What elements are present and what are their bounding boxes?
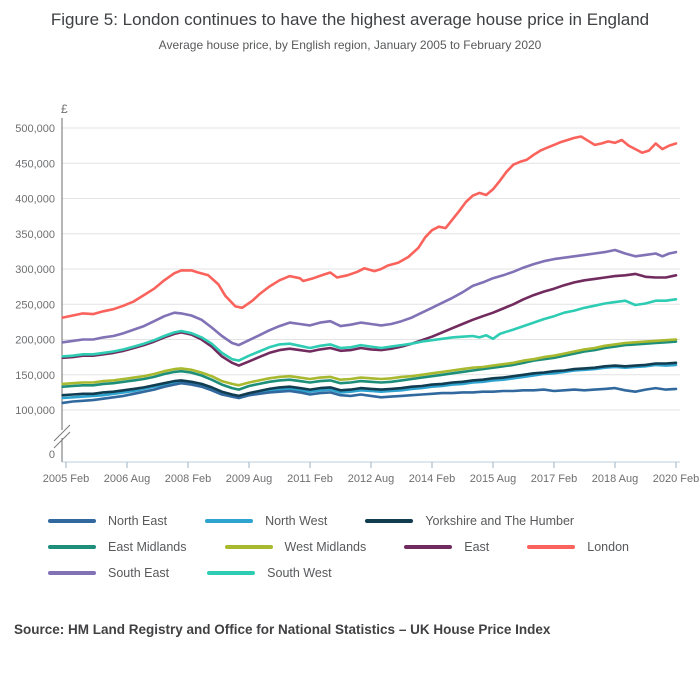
legend-item-yorkshire-and-the-humber: Yorkshire and The Humber bbox=[365, 514, 574, 528]
x-axis-tick-label: 2006 Aug bbox=[104, 473, 151, 485]
chart-legend: North East North West Yorkshire and The Hu… bbox=[48, 514, 700, 580]
legend-label: North East bbox=[108, 513, 168, 528]
legend-item-south-east: South East bbox=[48, 566, 169, 580]
x-axis-tick-label: 2015 Aug bbox=[470, 473, 517, 485]
series-line-south-east bbox=[61, 248, 678, 347]
y-axis-unit-label: £ bbox=[61, 102, 68, 116]
legend-swatch bbox=[205, 518, 254, 523]
figure-title: Figure 5: London continues to have the h… bbox=[50, 10, 650, 29]
legend-item-east-midlands: East Midlands bbox=[48, 540, 187, 554]
series-line-west-midlands bbox=[61, 337, 678, 387]
legend-swatch bbox=[207, 570, 256, 575]
legend-label: Yorkshire and The Humber bbox=[425, 513, 575, 528]
source-note: Source: HM Land Registry and Office for … bbox=[14, 621, 551, 637]
series-line-london bbox=[61, 134, 678, 319]
x-axis-tick-label: 2008 Feb bbox=[165, 473, 211, 485]
figure-subtitle: Average house price, by English region, … bbox=[158, 37, 542, 52]
x-axis-tick-label: 2020 Feb bbox=[653, 473, 699, 485]
legend-label: South West bbox=[267, 565, 332, 580]
legend-swatch bbox=[365, 518, 414, 523]
legend-label: West Midlands bbox=[284, 539, 367, 554]
y-axis-tick-label: 450,000 bbox=[15, 158, 55, 170]
legend-label: South East bbox=[108, 565, 170, 580]
x-axis-tick-label: 2009 Aug bbox=[226, 473, 273, 485]
legend-label: North West bbox=[265, 513, 328, 528]
legend-row: South East South West bbox=[48, 566, 700, 580]
x-axis-tick-label: 2017 Feb bbox=[531, 473, 577, 485]
legend-swatch bbox=[404, 544, 453, 549]
series-line-north-east bbox=[61, 381, 678, 404]
legend-swatch bbox=[48, 544, 96, 549]
series-line-east bbox=[61, 272, 678, 367]
y-axis-tick-label: 0 bbox=[49, 449, 55, 461]
x-axis-tick-label: 2005 Feb bbox=[43, 473, 89, 485]
y-axis-tick-label: 150,000 bbox=[15, 370, 55, 382]
legend-swatch bbox=[48, 518, 96, 523]
legend-swatch bbox=[224, 544, 273, 549]
legend-item-north-east: North East bbox=[48, 514, 167, 528]
series-line-south-west bbox=[61, 297, 678, 362]
y-axis-tick-label: 100,000 bbox=[15, 405, 55, 417]
legend-label: East bbox=[464, 539, 490, 554]
y-axis-tick-label: 250,000 bbox=[15, 299, 55, 311]
legend-item-north-west: North West bbox=[205, 514, 327, 528]
y-axis-tick-label: 300,000 bbox=[15, 264, 55, 276]
axis-break-icon bbox=[53, 431, 71, 449]
y-axis-tick-label: 500,000 bbox=[15, 123, 55, 135]
y-axis-tick-label: 350,000 bbox=[15, 229, 55, 241]
legend-item-east: East bbox=[404, 540, 489, 554]
x-axis-tick-label: 2014 Feb bbox=[409, 473, 455, 485]
series-line-east-midlands bbox=[61, 340, 678, 391]
y-axis-tick-label: 400,000 bbox=[15, 193, 55, 205]
series-line-north-west bbox=[61, 363, 678, 400]
x-axis-tick-label: 2018 Aug bbox=[592, 473, 639, 485]
legend-row: North East North West Yorkshire and The Hu… bbox=[48, 514, 700, 528]
legend-label: London bbox=[587, 539, 629, 554]
x-axis-tick-label: 2011 Feb bbox=[287, 473, 333, 485]
legend-item-west-midlands: West Midlands bbox=[224, 539, 367, 554]
legend-item-london: London bbox=[527, 540, 629, 554]
legend-swatch bbox=[48, 570, 96, 575]
legend-row: East Midlands West Midlands East London bbox=[48, 540, 700, 554]
house-price-line-chart: 0 100,000 150,000 200,000 250,000 300,000 350,… bbox=[15, 102, 699, 485]
series-line-yorkshire-and-the-humber bbox=[61, 361, 678, 397]
legend-swatch bbox=[527, 544, 576, 549]
legend-label: East Midlands bbox=[108, 539, 187, 554]
legend-item-south-west: South West bbox=[207, 565, 332, 580]
x-axis-tick-label: 2012 Aug bbox=[348, 473, 395, 485]
y-axis-tick-label: 200,000 bbox=[15, 334, 55, 346]
axis-break-icon bbox=[53, 424, 71, 442]
